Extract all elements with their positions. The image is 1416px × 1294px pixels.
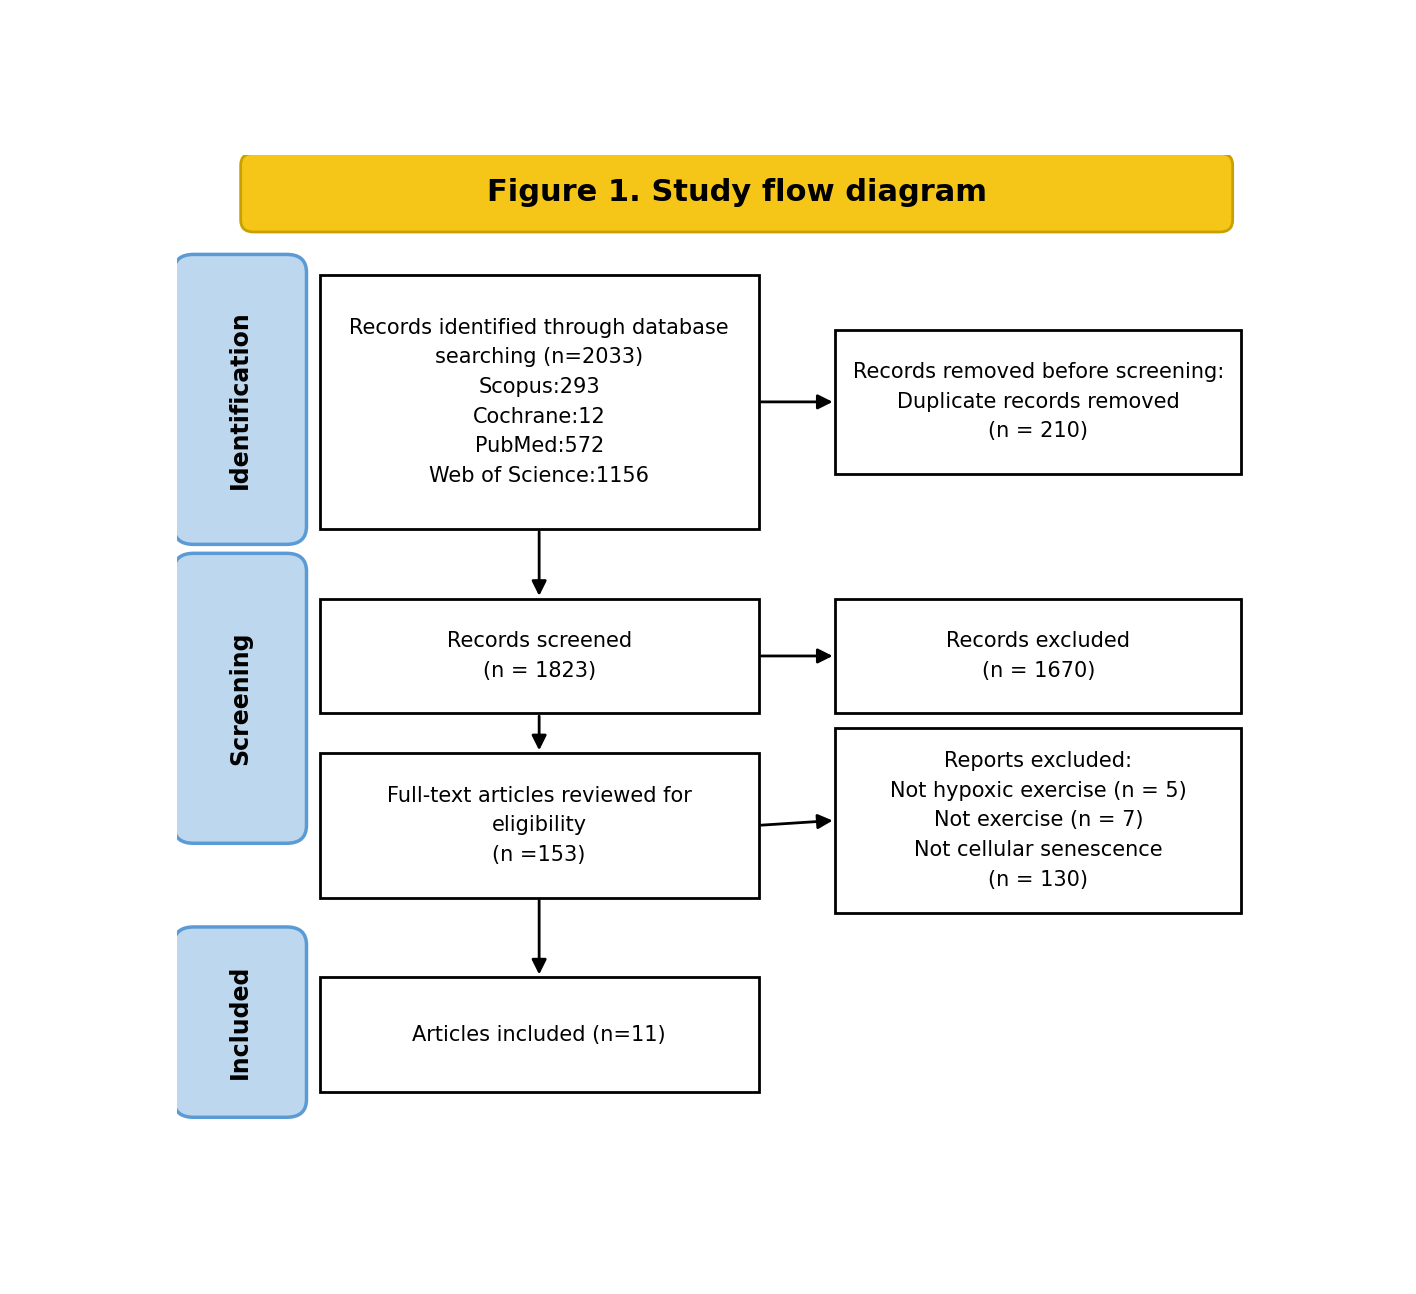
Text: Records identified through database
searching (n=2033)
Scopus:293
Cochrane:12
Pu: Records identified through database sear… bbox=[350, 318, 729, 485]
FancyBboxPatch shape bbox=[835, 729, 1242, 912]
FancyBboxPatch shape bbox=[320, 274, 759, 529]
FancyBboxPatch shape bbox=[320, 977, 759, 1092]
Text: Figure 1. Study flow diagram: Figure 1. Study flow diagram bbox=[487, 177, 987, 207]
FancyBboxPatch shape bbox=[835, 599, 1242, 713]
Text: Articles included (n=11): Articles included (n=11) bbox=[412, 1025, 666, 1044]
FancyBboxPatch shape bbox=[320, 753, 759, 898]
Text: Full-text articles reviewed for
eligibility
(n =153): Full-text articles reviewed for eligibil… bbox=[387, 785, 691, 864]
FancyBboxPatch shape bbox=[174, 927, 306, 1117]
Text: Records excluded
(n = 1670): Records excluded (n = 1670) bbox=[946, 631, 1130, 681]
FancyBboxPatch shape bbox=[320, 599, 759, 713]
Text: Records screened
(n = 1823): Records screened (n = 1823) bbox=[446, 631, 632, 681]
Text: Screening: Screening bbox=[228, 631, 252, 765]
FancyBboxPatch shape bbox=[241, 153, 1233, 232]
Text: Identification: Identification bbox=[228, 311, 252, 489]
Text: Records removed before screening:
Duplicate records removed
(n = 210): Records removed before screening: Duplic… bbox=[852, 362, 1223, 441]
Text: Reports excluded:
Not hypoxic exercise (n = 5)
Not exercise (n = 7)
Not cellular: Reports excluded: Not hypoxic exercise (… bbox=[891, 751, 1187, 889]
FancyBboxPatch shape bbox=[174, 554, 306, 844]
FancyBboxPatch shape bbox=[174, 255, 306, 545]
FancyBboxPatch shape bbox=[835, 330, 1242, 474]
Text: Included: Included bbox=[228, 965, 252, 1079]
